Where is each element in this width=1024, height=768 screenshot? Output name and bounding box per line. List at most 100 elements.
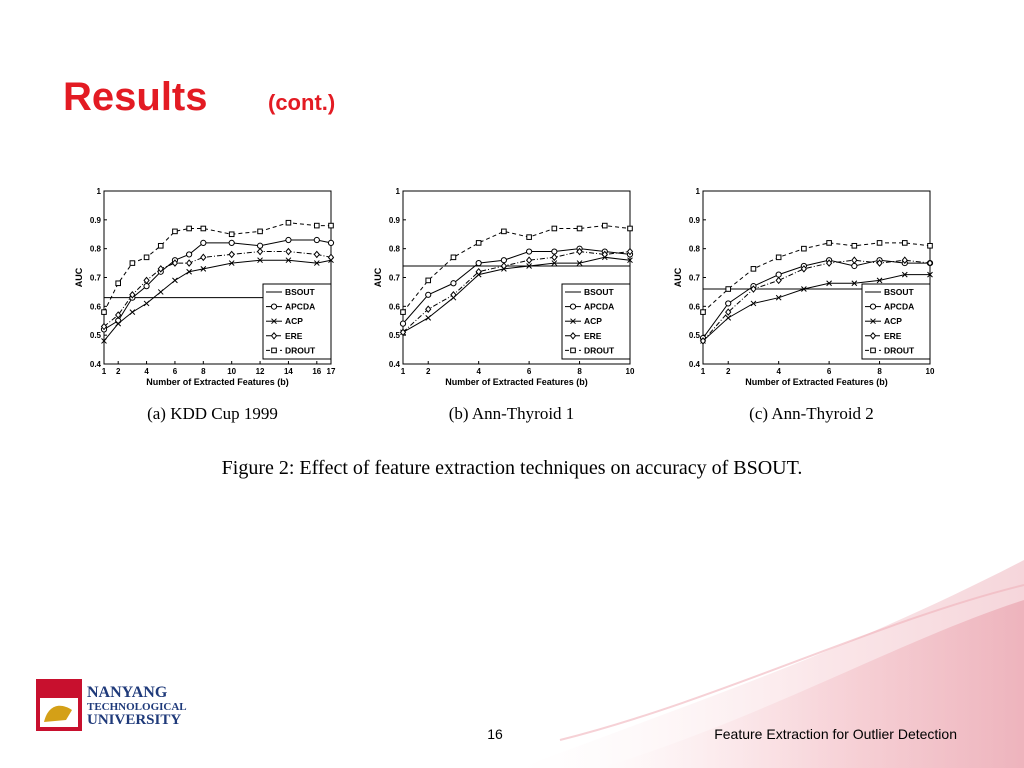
y-tick-label: 0.9 (90, 216, 102, 225)
marker (526, 248, 533, 255)
legend-label: ACP (584, 316, 602, 326)
marker (901, 240, 908, 246)
y-tick-label: 0.5 (389, 331, 401, 340)
marker (256, 242, 264, 249)
marker (851, 256, 858, 264)
marker (172, 277, 178, 284)
slide-title: Results (63, 75, 208, 119)
legend-marker (271, 347, 277, 354)
marker (101, 309, 107, 315)
series-line (702, 274, 930, 342)
marker (200, 225, 207, 232)
marker (775, 276, 782, 285)
y-tick-label: 0.8 (689, 245, 701, 254)
y-axis-label: AUC (373, 267, 383, 287)
series-line (402, 251, 631, 333)
x-tick-label: 10 (626, 367, 635, 376)
legend-label: ERE (884, 331, 902, 341)
marker (450, 291, 457, 299)
legend-label: DROUT (285, 345, 316, 355)
x-tick-label: 10 (227, 367, 236, 376)
x-axis-label: Number of Extracted Features (b) (146, 377, 289, 387)
y-axis-label: AUC (673, 267, 683, 287)
marker (750, 285, 757, 293)
y-tick-label: 0.6 (90, 302, 102, 311)
marker (450, 254, 457, 261)
marker (200, 253, 207, 262)
chart-caption: (c) Ann-Thyroid 2 (749, 404, 874, 423)
y-tick-label: 1 (696, 187, 701, 196)
legend-marker (870, 347, 876, 354)
legend-label: BSOUT (884, 287, 915, 297)
legend-label: ERE (285, 331, 303, 341)
marker (129, 309, 136, 315)
marker (157, 265, 164, 273)
marker (399, 328, 407, 337)
y-tick-label: 0.9 (689, 216, 701, 225)
marker (551, 260, 558, 266)
marker (327, 253, 335, 262)
marker (876, 240, 883, 246)
marker (115, 320, 122, 327)
marker (576, 247, 583, 256)
legend-marker (569, 303, 577, 310)
marker (801, 286, 807, 292)
marker (186, 225, 192, 232)
y-tick-label: 0.8 (389, 245, 401, 254)
marker (228, 260, 235, 266)
marker (185, 259, 193, 267)
marker (172, 228, 178, 235)
marker (100, 322, 108, 331)
marker (851, 242, 858, 249)
marker (725, 308, 732, 316)
marker (926, 259, 934, 267)
x-tick-label: 1 (102, 367, 107, 376)
marker (143, 276, 150, 285)
marker (475, 240, 482, 246)
legend-marker (271, 318, 277, 325)
legend-marker (569, 332, 577, 340)
series-line (402, 225, 631, 313)
figure-caption: Figure 2: Effect of feature extraction t… (222, 457, 803, 479)
marker (285, 236, 292, 244)
legend-label: DROUT (584, 345, 615, 355)
marker (425, 305, 432, 313)
x-tick-label: 1 (401, 367, 406, 376)
marker (526, 234, 532, 240)
logo-lion (44, 705, 72, 722)
x-tick-label: 2 (426, 367, 431, 376)
x-tick-label: 8 (201, 367, 206, 376)
x-tick-label: 1 (701, 367, 706, 376)
marker (186, 251, 193, 258)
chart: 0.4 0.5 0.6 0.7 0.8 0.9 1 1 2 4 6 8 10 Number of Extr… (373, 187, 635, 423)
marker (399, 320, 407, 327)
marker (257, 228, 263, 235)
marker (525, 256, 533, 264)
marker (228, 239, 235, 246)
marker (400, 309, 406, 315)
slide-title-suffix: (cont.) (268, 90, 335, 115)
x-tick-label: 10 (926, 367, 935, 376)
marker (115, 311, 122, 319)
legend-marker (869, 303, 877, 310)
logo-text: NANYANG (87, 684, 168, 701)
marker (825, 259, 833, 267)
x-axis-label: Number of Extracted Features (b) (445, 377, 588, 387)
x-tick-label: 6 (527, 367, 532, 376)
marker (285, 219, 292, 226)
logo: NANYANG TECHNOLOGICAL UNIVERSITY (36, 679, 187, 731)
marker (576, 260, 583, 266)
legend-label: APCDA (884, 302, 914, 312)
marker (313, 236, 320, 244)
marker (775, 294, 782, 301)
y-tick-label: 0.6 (689, 302, 701, 311)
series-line (402, 256, 631, 333)
y-tick-label: 0.4 (689, 360, 701, 369)
y-tick-label: 0.6 (389, 302, 401, 311)
marker (601, 222, 608, 229)
chart: 0.4 0.5 0.6 0.7 0.8 0.9 1 1 2 4 6 8 10 Number of Extr… (673, 187, 935, 423)
marker (775, 271, 782, 278)
x-tick-label: 6 (173, 367, 178, 376)
marker (551, 253, 558, 262)
